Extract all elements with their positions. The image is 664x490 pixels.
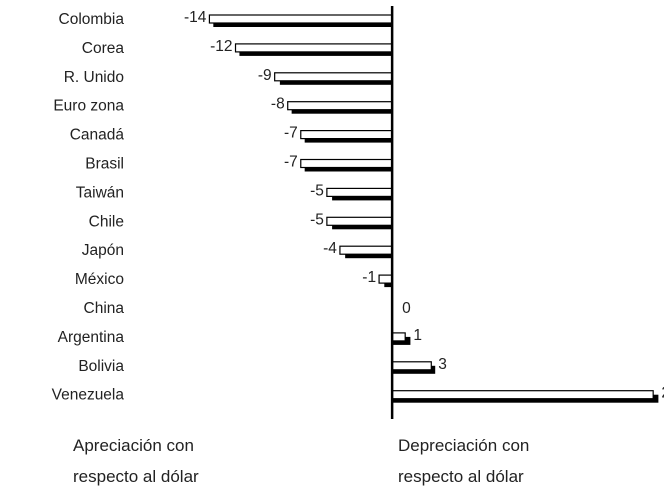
bar-taiwan — [326, 187, 393, 197]
category-label-brasil: Brasil — [85, 156, 124, 173]
category-label-chile: Chile — [89, 213, 124, 230]
footer-left-line-2: respecto al dólar — [73, 467, 199, 486]
bar-chile — [326, 216, 393, 226]
category-label-china: China — [84, 300, 125, 317]
value-label-brasil: -7 — [284, 154, 298, 171]
value-labels: -14-12 -9 -8 -7 -7 -5 -5 -4 -1 013 20 — [184, 9, 664, 402]
value-label-colombia: -14 — [184, 9, 207, 26]
bar-euro-zona — [287, 101, 393, 111]
bar-argentina — [391, 332, 406, 342]
category-label-bolivia: Bolivia — [78, 358, 124, 375]
bar-colombia — [208, 14, 393, 24]
bars-group — [208, 14, 659, 403]
footer-left-line-1: Apreciación con — [73, 436, 194, 455]
category-label-corea: Corea — [82, 40, 125, 57]
category-label-mexico: México — [75, 271, 124, 288]
bar-venezuela — [391, 390, 654, 400]
value-label-mexico: -1 — [362, 269, 376, 286]
bar-mexico — [378, 274, 393, 284]
value-label-taiwan: -5 — [310, 182, 324, 199]
category-label-japon: Japón — [82, 242, 124, 259]
bar-canada — [300, 130, 393, 140]
value-label-chile: -5 — [310, 211, 324, 228]
bar-r-unido — [274, 72, 393, 82]
bar-corea — [234, 43, 393, 53]
category-label-canada: Canadá — [70, 127, 125, 144]
value-label-euro-zona: -8 — [271, 96, 285, 113]
category-label-venezuela: Venezuela — [52, 387, 125, 404]
category-label-argentina: Argentina — [58, 329, 125, 346]
category-label-r-unido: R. Unido — [64, 69, 124, 86]
value-label-china: 0 — [402, 300, 411, 317]
value-label-corea: -12 — [210, 38, 232, 55]
value-label-canada: -7 — [284, 125, 298, 142]
bar-brasil — [300, 158, 393, 169]
value-label-bolivia: 3 — [438, 356, 447, 373]
category-label-colombia: Colombia — [59, 11, 125, 28]
value-label-argentina: 1 — [413, 327, 422, 344]
bar-bolivia — [391, 361, 432, 371]
footer-right-line-2: respecto al dólar — [398, 467, 524, 486]
value-label-japon: -4 — [323, 240, 337, 257]
category-label-taiwan: Taiwán — [76, 184, 124, 201]
value-label-venezuela: 20 — [661, 385, 664, 402]
bar-japon — [339, 245, 393, 255]
footer-right-line-1: Depreciación con — [398, 436, 529, 455]
value-label-r-unido: -9 — [258, 67, 272, 84]
category-label-euro-zona: Euro zona — [53, 98, 124, 115]
category-labels: Colombia Corea R. Unido Euro zona Canadá Bras… — [52, 11, 125, 404]
